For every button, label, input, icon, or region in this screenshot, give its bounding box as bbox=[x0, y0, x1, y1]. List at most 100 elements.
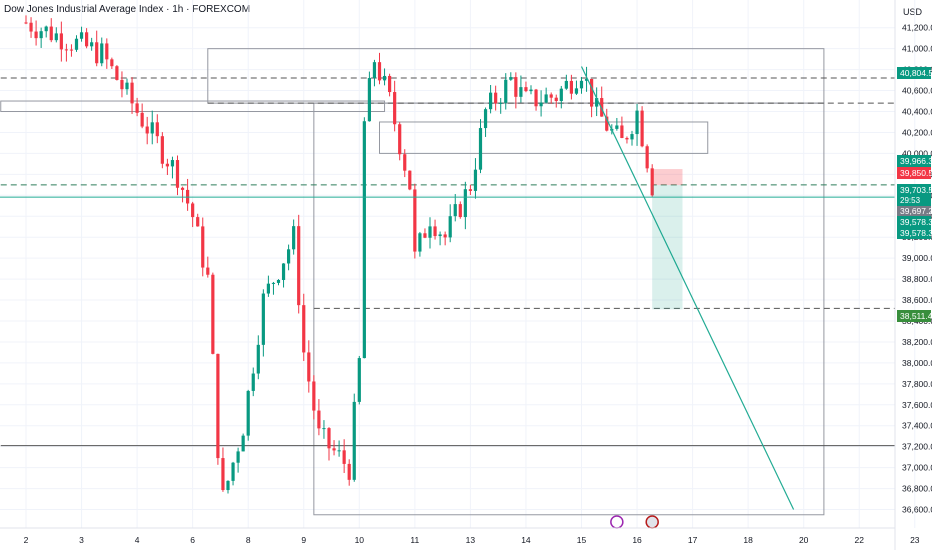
us-flag-event-icon[interactable] bbox=[645, 515, 659, 529]
y-tick-label: 41,000.0 bbox=[902, 44, 932, 54]
candle-body bbox=[59, 33, 63, 50]
chart-title: Dow Jones Industrial Average Index · 1h … bbox=[4, 4, 251, 15]
x-tick-label: 6 bbox=[190, 535, 195, 545]
candle-body bbox=[281, 263, 286, 280]
price-tag bbox=[897, 205, 931, 217]
candle-body bbox=[261, 293, 265, 345]
zone-box bbox=[0, 100, 386, 113]
position-target-zone bbox=[652, 185, 683, 310]
y-tick-label: 37,200.0 bbox=[902, 442, 932, 452]
x-tick-label: 9 bbox=[301, 535, 306, 545]
candle-body bbox=[478, 128, 483, 170]
candle-body bbox=[317, 410, 321, 429]
time-axis[interactable]: 2 3 4 6 8 9 10 11 13 14 15 16 17 18 20 22 23 bbox=[0, 527, 920, 545]
candle-body bbox=[211, 274, 215, 354]
candle-body bbox=[579, 80, 584, 89]
y-tick-label: 36,800.0 bbox=[902, 484, 932, 494]
candle-body bbox=[150, 122, 154, 134]
candle-body bbox=[554, 97, 558, 101]
y-tick-label: 37,400.0 bbox=[902, 421, 932, 431]
y-tick-label: 37,800.0 bbox=[902, 379, 932, 389]
x-tick-label: 17 bbox=[688, 535, 698, 545]
price-tag bbox=[897, 155, 931, 167]
candle-body bbox=[635, 110, 639, 135]
candle-body bbox=[347, 463, 351, 480]
candle-body bbox=[584, 78, 589, 81]
price-tag-label: 39,850.5 bbox=[900, 168, 932, 178]
candle-body bbox=[322, 428, 326, 430]
candle-body bbox=[140, 112, 144, 127]
candle-body bbox=[595, 98, 599, 107]
x-tick-label: 20 bbox=[799, 535, 809, 545]
x-tick-label: 15 bbox=[577, 535, 587, 545]
candle-body bbox=[408, 170, 412, 190]
candle-body bbox=[170, 160, 175, 167]
price-tag-label: 39,578.3 bbox=[900, 217, 932, 227]
candle-body bbox=[44, 26, 48, 32]
candle-body bbox=[590, 78, 594, 107]
y-tick-label: 40,400.0 bbox=[902, 107, 932, 117]
candle-body bbox=[201, 226, 205, 268]
candle-body bbox=[110, 59, 114, 67]
price-tag-label: 39,578.3 bbox=[900, 228, 932, 238]
candle-body bbox=[453, 204, 457, 217]
candle-body bbox=[206, 267, 210, 275]
candle-body bbox=[509, 77, 513, 80]
candle-body bbox=[539, 102, 543, 107]
candle-body bbox=[241, 435, 245, 452]
candle-body bbox=[393, 92, 397, 125]
zone-box bbox=[379, 121, 709, 154]
candle-body bbox=[39, 31, 43, 39]
candle-body bbox=[388, 75, 392, 93]
candle-body bbox=[342, 450, 346, 464]
lightning-event-icon[interactable] bbox=[610, 515, 624, 529]
candle-body bbox=[605, 116, 609, 131]
candle-body bbox=[276, 279, 281, 283]
candle-body bbox=[377, 62, 382, 81]
candle-body bbox=[468, 189, 472, 191]
candle-body bbox=[640, 110, 644, 147]
price-axis[interactable]: 36,600.0 36,800.0 37,000.0 37,200.0 37,400.0… bbox=[894, 0, 932, 550]
candle-body bbox=[423, 233, 427, 238]
candle-body bbox=[120, 79, 124, 90]
candle-body bbox=[221, 458, 225, 491]
currency-label[interactable]: USD bbox=[903, 7, 923, 17]
y-tick-label: 37,000.0 bbox=[902, 463, 932, 473]
candle-body bbox=[105, 43, 109, 60]
candle-body bbox=[130, 82, 134, 104]
grid bbox=[0, 0, 916, 528]
candle-body bbox=[100, 43, 104, 64]
candle-body bbox=[191, 203, 195, 218]
candle-body bbox=[544, 94, 548, 103]
candle-body bbox=[115, 66, 119, 80]
price-tags: 40,804.5 39,966.3 39,850.5 39,703.5 39,697.2… bbox=[897, 67, 932, 322]
candles bbox=[24, 15, 654, 494]
candle-body bbox=[95, 42, 99, 64]
candle-body bbox=[180, 187, 185, 190]
y-tick-label: 40,000.0 bbox=[902, 148, 932, 158]
x-tick-label: 13 bbox=[466, 535, 476, 545]
candle-body bbox=[549, 94, 553, 98]
y-tick-label: 40,600.0 bbox=[902, 86, 932, 96]
candle-body bbox=[216, 353, 220, 459]
x-tick-label: 22 bbox=[855, 535, 865, 545]
candle-body bbox=[24, 22, 28, 24]
candle-body bbox=[524, 87, 528, 92]
price-tag bbox=[897, 67, 931, 79]
candle-body bbox=[135, 103, 139, 113]
candle-body bbox=[494, 92, 498, 104]
candle-body bbox=[625, 137, 629, 140]
candle-body bbox=[312, 381, 316, 411]
candle-body bbox=[418, 233, 422, 252]
timer-box bbox=[897, 195, 931, 206]
bar-countdown: 29:53 bbox=[900, 196, 921, 205]
candle-body bbox=[362, 121, 366, 359]
candle-body bbox=[74, 38, 79, 50]
candle-body bbox=[155, 122, 159, 137]
x-tick-label: 14 bbox=[521, 535, 531, 545]
y-tick-label: 38,000.0 bbox=[902, 358, 932, 368]
candle-body bbox=[529, 89, 533, 92]
zone-box bbox=[313, 102, 825, 516]
x-tick-label: 23 bbox=[910, 535, 920, 545]
